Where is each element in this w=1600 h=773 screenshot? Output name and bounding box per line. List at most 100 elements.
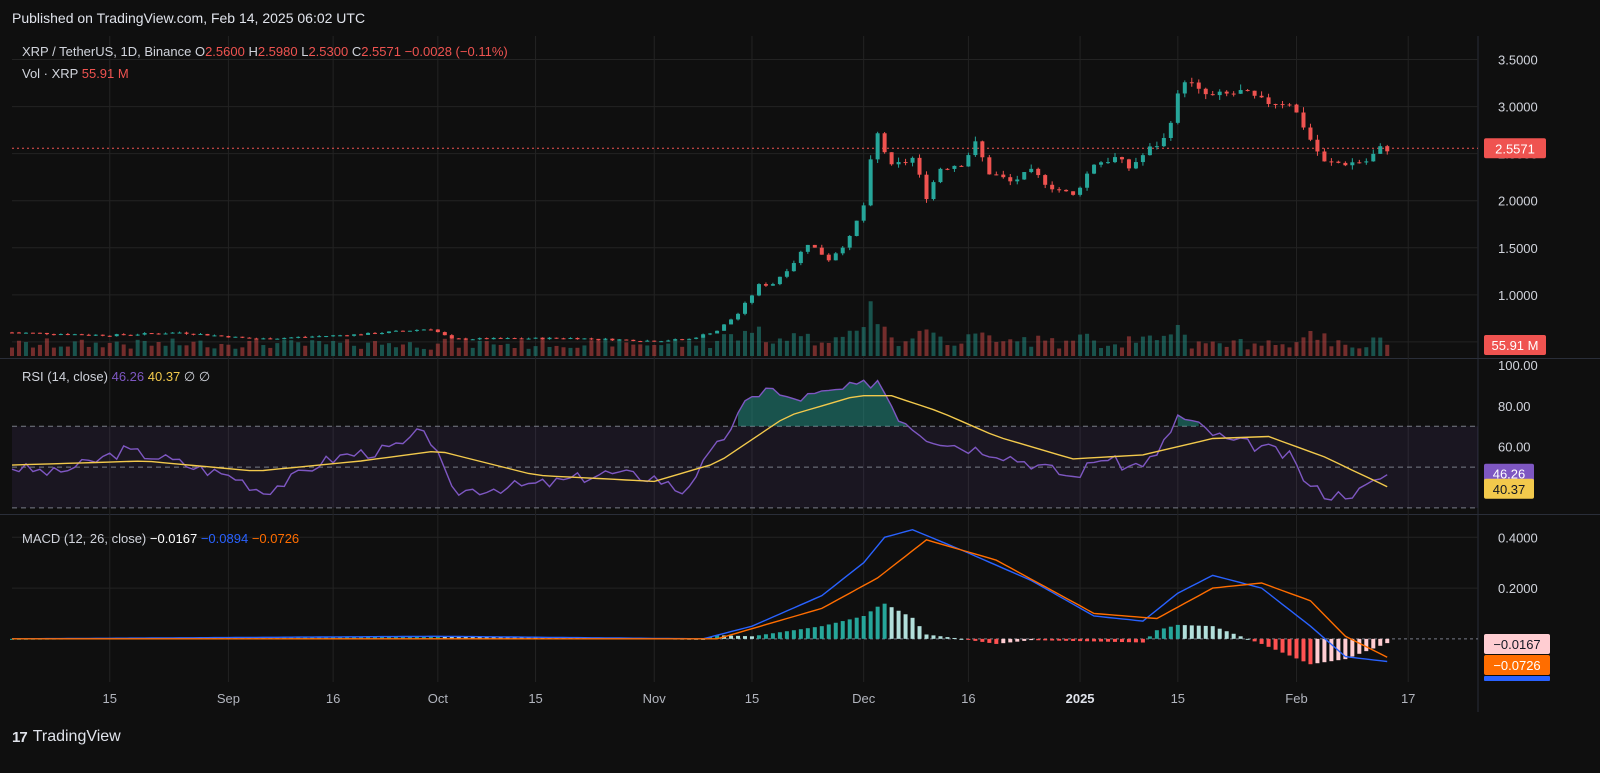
volume-bar (226, 344, 231, 356)
macd-histogram-bar (331, 636, 336, 639)
macd-histogram-bar (1154, 630, 1159, 639)
candle (414, 329, 419, 331)
macd-y-tick-label: 0.4000 (1498, 530, 1538, 545)
volume-bar (100, 347, 105, 356)
tradingview-brand[interactable]: 17 TradingView (12, 728, 121, 746)
volume-bar (666, 343, 671, 356)
candle (1189, 82, 1194, 84)
macd-histogram-bar (442, 636, 447, 639)
volume-bar (1357, 348, 1362, 356)
candle (666, 340, 671, 342)
volume-bar (1092, 340, 1097, 356)
volume-bar (261, 345, 266, 356)
candle (275, 338, 280, 340)
volume-bar (407, 342, 412, 356)
top-bar: Published on TradingView.com, Feb 14, 20… (0, 0, 1600, 36)
macd-histogram-bar (812, 627, 817, 639)
volume-bar (1259, 345, 1264, 356)
volume-bar (107, 342, 112, 356)
volume-bar (770, 343, 775, 356)
candle (212, 335, 217, 337)
candle (1245, 90, 1250, 92)
candle (708, 333, 713, 335)
macd-histogram-bar (763, 634, 768, 639)
candle (945, 168, 950, 170)
volume-bar (715, 340, 720, 356)
volume-bar (854, 330, 859, 356)
macd-histogram-bar (938, 636, 943, 639)
macd-histogram-bar (973, 638, 978, 641)
volume-bar (352, 345, 357, 356)
candle (910, 157, 915, 163)
volume-bar (736, 340, 741, 356)
x-tick-label: 17 (1401, 691, 1415, 706)
volume-bar (729, 334, 734, 356)
candle (1364, 161, 1369, 163)
volume-bar (1308, 330, 1313, 356)
macd-histogram-bar (1371, 638, 1376, 649)
macd-hist-badge (1484, 634, 1550, 654)
volume-bar (1029, 346, 1034, 356)
candle (743, 302, 747, 314)
candle (847, 235, 852, 248)
candle (805, 244, 810, 252)
macd-histogram-bar (519, 637, 524, 639)
volume-bar (296, 342, 301, 356)
candle (652, 340, 657, 342)
candle (875, 133, 880, 160)
macd-histogram-bar (366, 636, 371, 639)
candle (736, 313, 741, 320)
volume-bar (317, 341, 322, 356)
volume-bar (65, 346, 70, 356)
macd-histogram-bar (289, 637, 294, 639)
candle (1301, 112, 1306, 128)
candle (715, 330, 720, 334)
volume-bar (1301, 337, 1306, 356)
macd-histogram-bar (861, 616, 866, 639)
volume-badge (1484, 335, 1546, 355)
macd-y-tick-label: 0.2000 (1498, 581, 1538, 596)
candle (645, 340, 650, 342)
volume-bar (219, 343, 224, 356)
volume-bar (819, 342, 824, 356)
macd-histogram-bar (352, 636, 357, 639)
candle (1029, 168, 1034, 173)
candle (931, 182, 936, 200)
candle (770, 284, 775, 286)
volume-bar (128, 348, 133, 356)
macd-hist-badge-text: −0.0167 (1493, 637, 1540, 652)
y-tick-label: 3.0000 (1498, 100, 1538, 115)
macd-histogram-bar (1112, 638, 1117, 642)
volume-bar (331, 340, 336, 356)
x-tick-label: 15 (102, 691, 116, 706)
volume-bar (791, 333, 796, 356)
macd-histogram-bar (456, 636, 461, 639)
volume-bar (673, 340, 678, 356)
macd-histogram-bar (282, 637, 287, 639)
volume-bar (1189, 348, 1194, 356)
candle (1336, 161, 1341, 163)
candle (470, 339, 475, 341)
rsi-value-badge (1484, 463, 1534, 484)
candle (791, 263, 796, 272)
macd-histogram-bar (826, 624, 831, 639)
volume-bar (1154, 340, 1159, 356)
volume-bar (86, 346, 91, 356)
volume-bar (72, 341, 77, 356)
volume-bar (547, 346, 552, 356)
candle (1008, 177, 1013, 182)
volume-bar (533, 346, 538, 356)
rsi-ma-badge (1484, 478, 1534, 499)
candle (1182, 82, 1187, 94)
volume-bar (1350, 347, 1355, 356)
candle (1378, 146, 1383, 154)
macd-histogram-bar (1196, 625, 1201, 639)
macd-histogram-bar (1322, 638, 1327, 663)
volume-bar (1280, 344, 1285, 356)
candle (1022, 172, 1027, 180)
volume-bar (1315, 339, 1320, 356)
volume-bar (931, 332, 936, 356)
macd-histogram-bar (393, 636, 398, 639)
candle (72, 334, 77, 336)
